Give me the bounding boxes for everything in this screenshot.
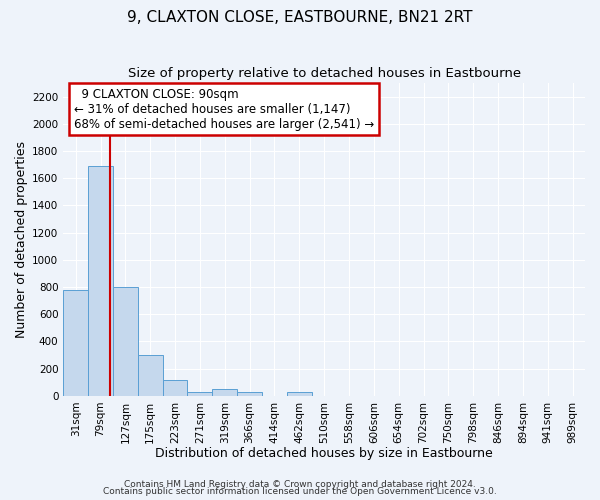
Text: 9 CLAXTON CLOSE: 90sqm  
← 31% of detached houses are smaller (1,147)
68% of sem: 9 CLAXTON CLOSE: 90sqm ← 31% of detached…	[74, 88, 374, 130]
Text: Contains public sector information licensed under the Open Government Licence v3: Contains public sector information licen…	[103, 488, 497, 496]
Text: Contains HM Land Registry data © Crown copyright and database right 2024.: Contains HM Land Registry data © Crown c…	[124, 480, 476, 489]
Bar	[187, 392, 212, 396]
Bar	[138, 355, 163, 396]
Title: Size of property relative to detached houses in Eastbourne: Size of property relative to detached ho…	[128, 68, 521, 80]
Bar	[237, 392, 262, 396]
Bar	[88, 166, 113, 396]
Bar	[287, 392, 312, 396]
Y-axis label: Number of detached properties: Number of detached properties	[15, 141, 28, 338]
Bar	[212, 389, 237, 396]
Text: 9, CLAXTON CLOSE, EASTBOURNE, BN21 2RT: 9, CLAXTON CLOSE, EASTBOURNE, BN21 2RT	[127, 10, 473, 25]
Bar	[113, 287, 138, 396]
Bar	[163, 380, 187, 396]
X-axis label: Distribution of detached houses by size in Eastbourne: Distribution of detached houses by size …	[155, 447, 493, 460]
Bar	[63, 290, 88, 396]
